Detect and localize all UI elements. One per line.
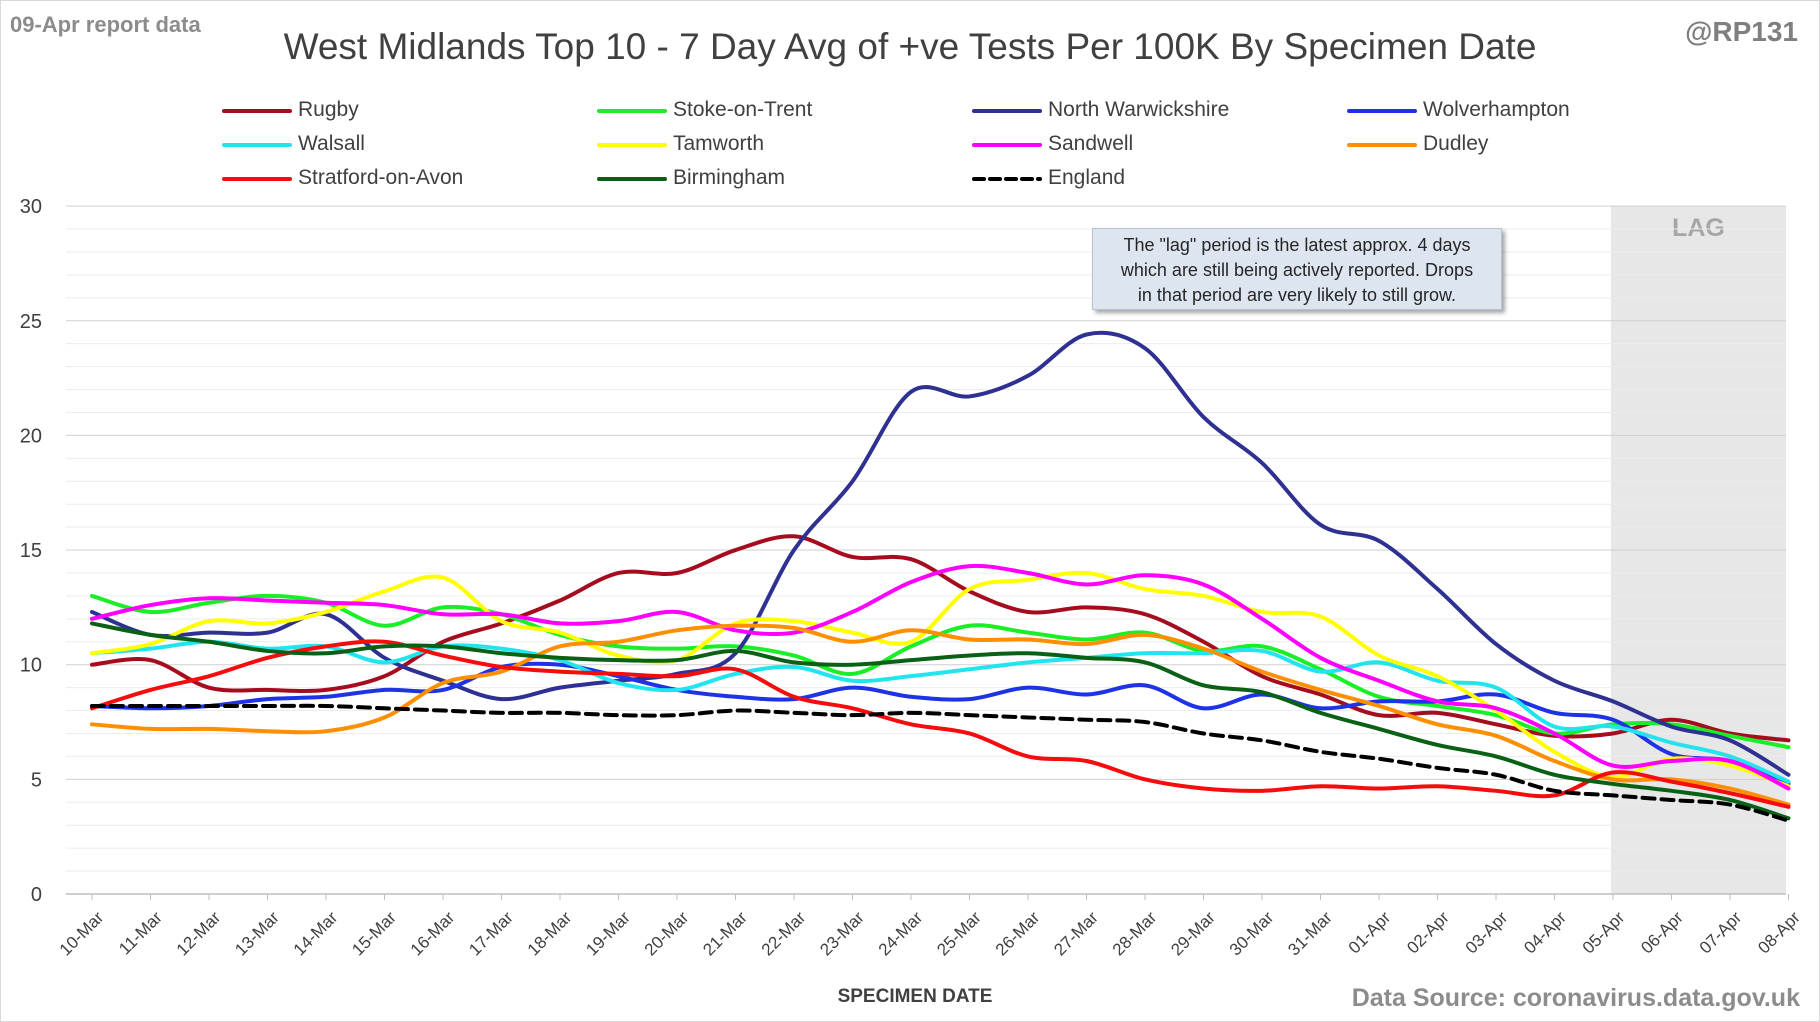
x-tick-label: 15-Mar [348, 908, 400, 960]
legend-label: Stoke-on-Trent [673, 98, 813, 121]
legend-label: Rugby [298, 98, 359, 121]
legend-swatch [1347, 143, 1417, 147]
series-line-north-warwickshire [90, 330, 1791, 777]
lag-note: The "lag" period is the latest approx. 4… [1092, 228, 1502, 310]
x-tick-label: 08-Apr [1754, 908, 1804, 958]
x-tick-label: 10-Mar [56, 908, 108, 960]
y-tick-label: 0 [31, 884, 42, 906]
lag-note-line-2: which are still being actively reported.… [1120, 260, 1474, 280]
axes: 0 5 10 15 20 25 30 10-Mar 11-Mar 12-Mar 13-Mar 14-M… [20, 196, 1804, 959]
series-line-rugby [90, 534, 1791, 743]
series-line-stoke-on-trent [90, 593, 1791, 750]
legend-swatch [1347, 109, 1417, 113]
legend-label: Tamworth [673, 132, 765, 155]
x-tick-label: 01-Apr [1345, 908, 1395, 958]
legend-swatch [597, 177, 667, 181]
x-tick-label: 21-Mar [699, 908, 751, 960]
x-tick-label: 03-Apr [1462, 908, 1512, 958]
x-tick-label: 20-Mar [641, 908, 693, 960]
x-tick-label: 19-Mar [582, 908, 634, 960]
y-tick-label: 15 [20, 540, 42, 562]
series-line-tamworth [90, 570, 1791, 789]
series-line-birmingham [90, 621, 1791, 821]
x-tick-label: 22-Mar [758, 908, 810, 960]
legend-swatch [222, 109, 292, 113]
author-handle: @RP131 [1685, 16, 1798, 47]
x-tick-label: 13-Mar [231, 908, 283, 960]
report-date-label: 09-Apr report data [10, 12, 201, 37]
x-tick-label: 16-Mar [407, 908, 459, 960]
legend-label: Walsall [298, 132, 365, 155]
legend-swatch [972, 109, 1042, 113]
series-line-sandwell [90, 563, 1791, 791]
y-tick-label: 20 [20, 425, 42, 447]
series-line-dudley [90, 623, 1791, 807]
x-tick-label: 31-Mar [1284, 908, 1336, 960]
y-tick-label: 5 [31, 769, 42, 791]
x-tick-label: 29-Mar [1167, 908, 1219, 960]
legend-swatch [222, 177, 292, 181]
x-tick-label: 05-Apr [1579, 908, 1629, 958]
x-tick-label: 17-Mar [465, 908, 517, 960]
legend-label: Dudley [1423, 132, 1489, 155]
legend-swatch [972, 143, 1042, 147]
x-tick-label: 30-Mar [1226, 908, 1278, 960]
x-tick-label: 27-Mar [1050, 908, 1102, 960]
data-source: Data Source: coronavirus.data.gov.uk [1351, 984, 1800, 1012]
x-tick-label: 07-Apr [1696, 908, 1746, 958]
legend-swatch [222, 143, 292, 147]
series-line-walsall [90, 639, 1791, 784]
x-tick-label: 23-Mar [816, 908, 868, 960]
lag-label: LAG [1672, 214, 1725, 242]
legend-swatch [972, 177, 1042, 181]
lag-note-line-1: The "lag" period is the latest approx. 4… [1123, 235, 1471, 255]
legend-label: Birmingham [673, 166, 786, 189]
x-tick-label: 12-Mar [173, 908, 225, 960]
y-tick-label: 10 [20, 655, 42, 677]
y-tick-label: 25 [20, 311, 42, 333]
x-axis-title: SPECIMEN DATE [838, 986, 993, 1007]
y-tick-label: 30 [20, 196, 42, 218]
series-line-england [90, 703, 1791, 823]
series-lines [90, 330, 1791, 823]
x-tick-label: 25-Mar [933, 908, 985, 960]
legend-swatch [597, 143, 667, 147]
lag-note-line-3: in that period are very likely to still … [1137, 285, 1457, 305]
gridlines [66, 205, 1786, 872]
x-tick-label: 24-Mar [875, 908, 927, 960]
legend-label: Stratford-on-Avon [298, 166, 464, 189]
x-tick-label: 04-Apr [1520, 908, 1570, 958]
legend-label: Wolverhampton [1423, 98, 1570, 121]
legend-label: Sandwell [1048, 132, 1134, 155]
x-tick-label: 02-Apr [1403, 908, 1453, 958]
legend-label: England [1048, 166, 1126, 189]
x-tick-label: 18-Mar [524, 908, 576, 960]
series-line-wolverhampton [90, 661, 1791, 786]
x-tick-label: 28-Mar [1109, 908, 1161, 960]
series-line-stratford-on-avon [90, 639, 1791, 809]
legend-swatch [597, 109, 667, 113]
x-tick-label: 06-Apr [1637, 908, 1687, 958]
x-tick-label: 26-Mar [992, 908, 1044, 960]
legend-label: North Warwickshire [1048, 98, 1230, 121]
x-tick-label: 14-Mar [290, 908, 342, 960]
chart-title: West Midlands Top 10 - 7 Day Avg of +ve … [283, 26, 1537, 67]
x-tick-label: 11-Mar [115, 908, 166, 959]
